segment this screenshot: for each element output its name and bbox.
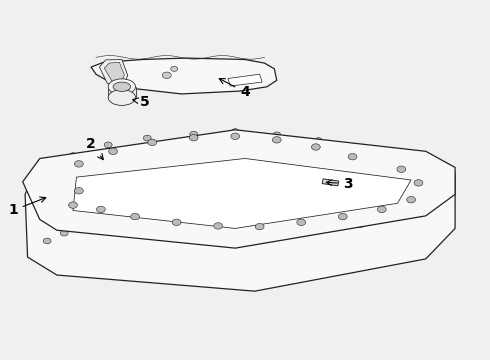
Circle shape bbox=[356, 222, 364, 228]
Circle shape bbox=[97, 206, 105, 213]
Polygon shape bbox=[74, 160, 411, 235]
Text: 2: 2 bbox=[86, 137, 103, 159]
Circle shape bbox=[43, 238, 51, 244]
Polygon shape bbox=[101, 166, 392, 230]
Circle shape bbox=[134, 225, 142, 230]
Circle shape bbox=[348, 153, 357, 160]
Text: 5: 5 bbox=[133, 95, 150, 109]
Circle shape bbox=[60, 230, 68, 236]
Circle shape bbox=[315, 138, 322, 143]
Circle shape bbox=[172, 219, 181, 226]
Circle shape bbox=[171, 66, 177, 71]
Ellipse shape bbox=[108, 79, 136, 95]
Circle shape bbox=[69, 202, 77, 208]
Text: 3: 3 bbox=[326, 177, 352, 190]
Polygon shape bbox=[322, 179, 339, 186]
Circle shape bbox=[407, 197, 416, 203]
Circle shape bbox=[214, 223, 222, 229]
Circle shape bbox=[338, 213, 347, 220]
Polygon shape bbox=[91, 58, 277, 94]
Circle shape bbox=[272, 136, 281, 143]
Circle shape bbox=[424, 168, 432, 174]
Circle shape bbox=[144, 135, 151, 141]
Circle shape bbox=[221, 233, 229, 239]
Circle shape bbox=[429, 203, 437, 209]
Polygon shape bbox=[25, 134, 455, 291]
Polygon shape bbox=[73, 158, 411, 228]
Circle shape bbox=[148, 139, 157, 145]
Polygon shape bbox=[228, 74, 262, 86]
Polygon shape bbox=[104, 62, 124, 85]
Circle shape bbox=[266, 233, 273, 238]
Circle shape bbox=[231, 133, 240, 139]
Circle shape bbox=[189, 134, 198, 141]
Circle shape bbox=[397, 166, 406, 172]
Ellipse shape bbox=[113, 82, 131, 91]
Circle shape bbox=[255, 224, 264, 230]
Circle shape bbox=[297, 219, 306, 226]
Circle shape bbox=[397, 214, 405, 220]
Ellipse shape bbox=[108, 90, 136, 105]
Text: 4: 4 bbox=[219, 78, 250, 99]
Circle shape bbox=[414, 180, 423, 186]
Circle shape bbox=[74, 161, 83, 167]
Circle shape bbox=[109, 148, 118, 154]
Polygon shape bbox=[23, 130, 455, 248]
Circle shape bbox=[74, 188, 83, 194]
Circle shape bbox=[231, 129, 239, 134]
Polygon shape bbox=[108, 87, 136, 98]
Circle shape bbox=[437, 181, 444, 186]
Circle shape bbox=[310, 228, 318, 234]
Circle shape bbox=[397, 158, 405, 163]
Circle shape bbox=[43, 166, 51, 172]
Circle shape bbox=[38, 211, 46, 217]
Circle shape bbox=[312, 144, 320, 150]
Polygon shape bbox=[99, 59, 128, 87]
Circle shape bbox=[131, 213, 140, 220]
Text: 1: 1 bbox=[8, 197, 46, 217]
Circle shape bbox=[273, 132, 281, 138]
Circle shape bbox=[190, 131, 197, 137]
Circle shape bbox=[162, 72, 171, 78]
Circle shape bbox=[104, 142, 112, 148]
Circle shape bbox=[377, 206, 386, 213]
Circle shape bbox=[69, 153, 77, 158]
Circle shape bbox=[177, 230, 185, 236]
Circle shape bbox=[95, 216, 102, 222]
Circle shape bbox=[42, 190, 50, 195]
Circle shape bbox=[353, 146, 361, 152]
